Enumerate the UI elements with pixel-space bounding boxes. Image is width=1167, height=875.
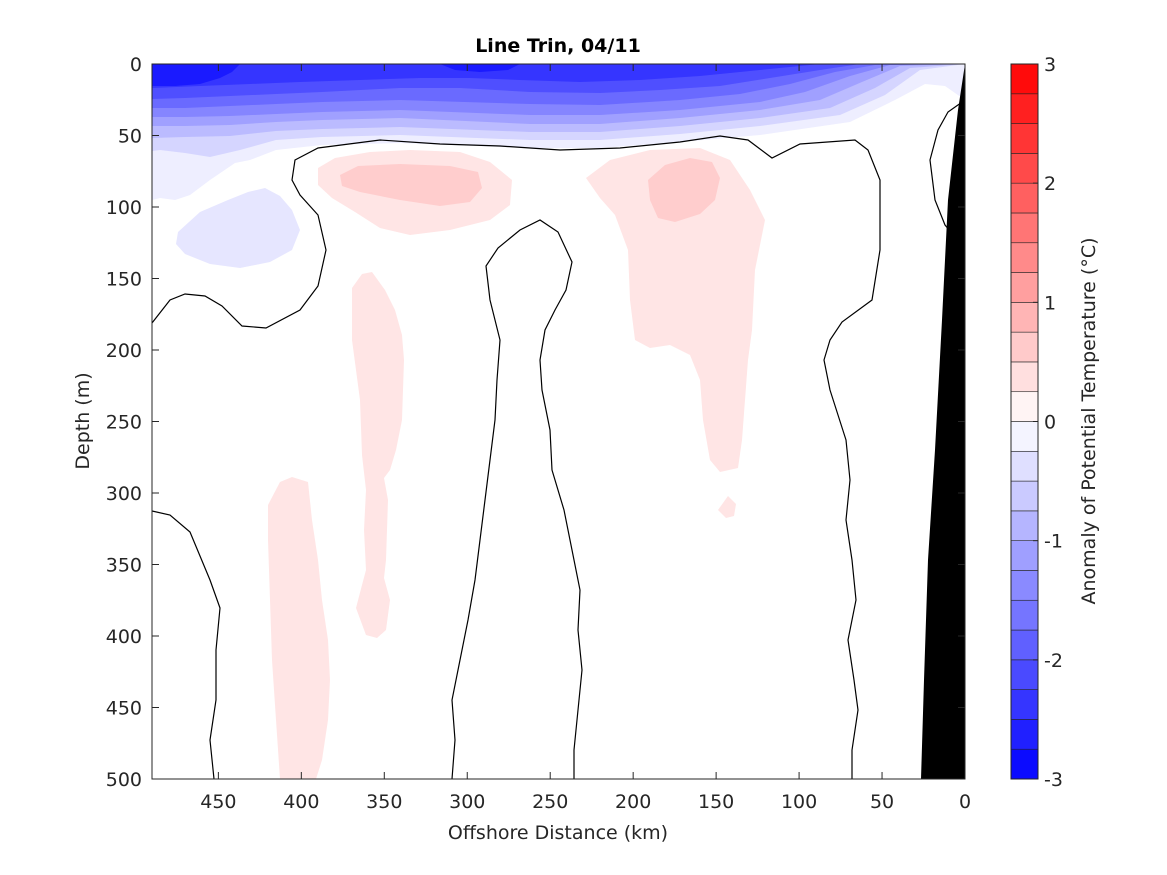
bathymetry <box>921 64 965 779</box>
warm-core-east <box>586 148 765 472</box>
warm-column-400 <box>268 477 330 779</box>
warm-core-west-inner <box>340 164 482 206</box>
colorbar-segment <box>1010 153 1039 184</box>
colorbar-segment <box>1010 272 1039 303</box>
colorbar: 3 2 1 0 -1 -2 -3 <box>1010 54 1063 791</box>
anomaly-fills <box>152 64 965 779</box>
y-tick-label: 200 <box>106 340 142 362</box>
y-tick-label: 500 <box>106 769 142 791</box>
x-axis: 450 400 350 300 250 200 150 100 50 0 <box>200 64 971 813</box>
y-tick-label: 50 <box>118 126 142 148</box>
cold-patch <box>176 188 300 268</box>
colorbar-tick-label: 2 <box>1044 173 1056 195</box>
x-tick-label: 250 <box>532 791 568 813</box>
colorbar-segment <box>1010 212 1039 244</box>
zero-contour-west <box>152 510 221 779</box>
colorbar-segment <box>1010 599 1039 631</box>
x-tick-label: 350 <box>366 791 402 813</box>
y-tick-label: 100 <box>106 197 142 219</box>
x-axis-label: Offshore Distance (km) <box>448 822 668 844</box>
colorbar-segment <box>1010 659 1039 690</box>
colorbar-segment <box>1010 719 1039 750</box>
y-tick-label: 250 <box>106 412 142 434</box>
warm-column-350 <box>352 272 404 638</box>
colorbar-tick-label: 3 <box>1044 54 1056 76</box>
colorbar-segment <box>1010 361 1039 393</box>
x-tick-label: 450 <box>200 791 236 813</box>
x-tick-label: 150 <box>698 791 734 813</box>
colorbar-segment <box>1010 570 1039 601</box>
colorbar-segment <box>1010 450 1039 482</box>
colorbar-segment <box>1010 182 1039 214</box>
y-tick-label: 300 <box>106 483 142 505</box>
cold-band-8 <box>152 64 520 86</box>
colorbar-segment <box>1010 302 1039 333</box>
colorbar-segment <box>1010 331 1039 363</box>
x-tick-label: 0 <box>959 791 971 813</box>
colorbar-segment <box>1010 480 1039 512</box>
colorbar-tick-label: 0 <box>1044 412 1056 434</box>
zero-contours <box>152 99 965 779</box>
colorbar-segment <box>1010 629 1039 661</box>
y-tick-label: 400 <box>106 626 142 648</box>
zero-contour-mid <box>451 219 583 779</box>
colorbar-segment <box>1010 391 1039 422</box>
colorbar-segment <box>1010 540 1039 571</box>
colorbar-segment <box>1010 242 1039 273</box>
colorbar-segment <box>1010 689 1039 720</box>
x-tick-label: 200 <box>615 791 651 813</box>
zero-contour-main <box>152 135 881 779</box>
colorbar-segment <box>1010 123 1039 154</box>
y-axis: 0 50 100 150 200 250 300 350 400 450 500 <box>106 54 965 791</box>
y-tick-label: 350 <box>106 555 142 577</box>
warm-core-east-inner <box>648 158 720 222</box>
colorbar-tick-label: -2 <box>1044 650 1063 672</box>
x-tick-label: 300 <box>449 791 485 813</box>
x-tick-label: 400 <box>283 791 319 813</box>
cold-band-7 <box>152 64 820 88</box>
y-tick-label: 450 <box>106 698 142 720</box>
colorbar-tick-label: 1 <box>1044 292 1056 314</box>
y-axis-label: Depth (m) <box>72 372 94 469</box>
x-tick-label: 50 <box>870 791 894 813</box>
colorbar-label: Anomaly of Potential Temperature (°C) <box>1078 238 1100 605</box>
chart-title: Line Trin, 04/11 <box>475 35 641 57</box>
x-tick-label: 100 <box>781 791 817 813</box>
y-tick-label: 150 <box>106 269 142 291</box>
colorbar-segment <box>1010 93 1039 124</box>
colorbar-segment <box>1010 748 1039 780</box>
colorbar-tick-label: -1 <box>1044 531 1063 553</box>
zero-contour-coast <box>929 99 965 239</box>
colorbar-tick-label: -3 <box>1044 769 1063 791</box>
colorbar-segment <box>1010 510 1039 541</box>
y-tick-label: 0 <box>130 54 142 76</box>
warm-blob-small <box>718 496 736 518</box>
colorbar-segment <box>1010 63 1039 95</box>
colorbar-segment <box>1010 421 1039 452</box>
